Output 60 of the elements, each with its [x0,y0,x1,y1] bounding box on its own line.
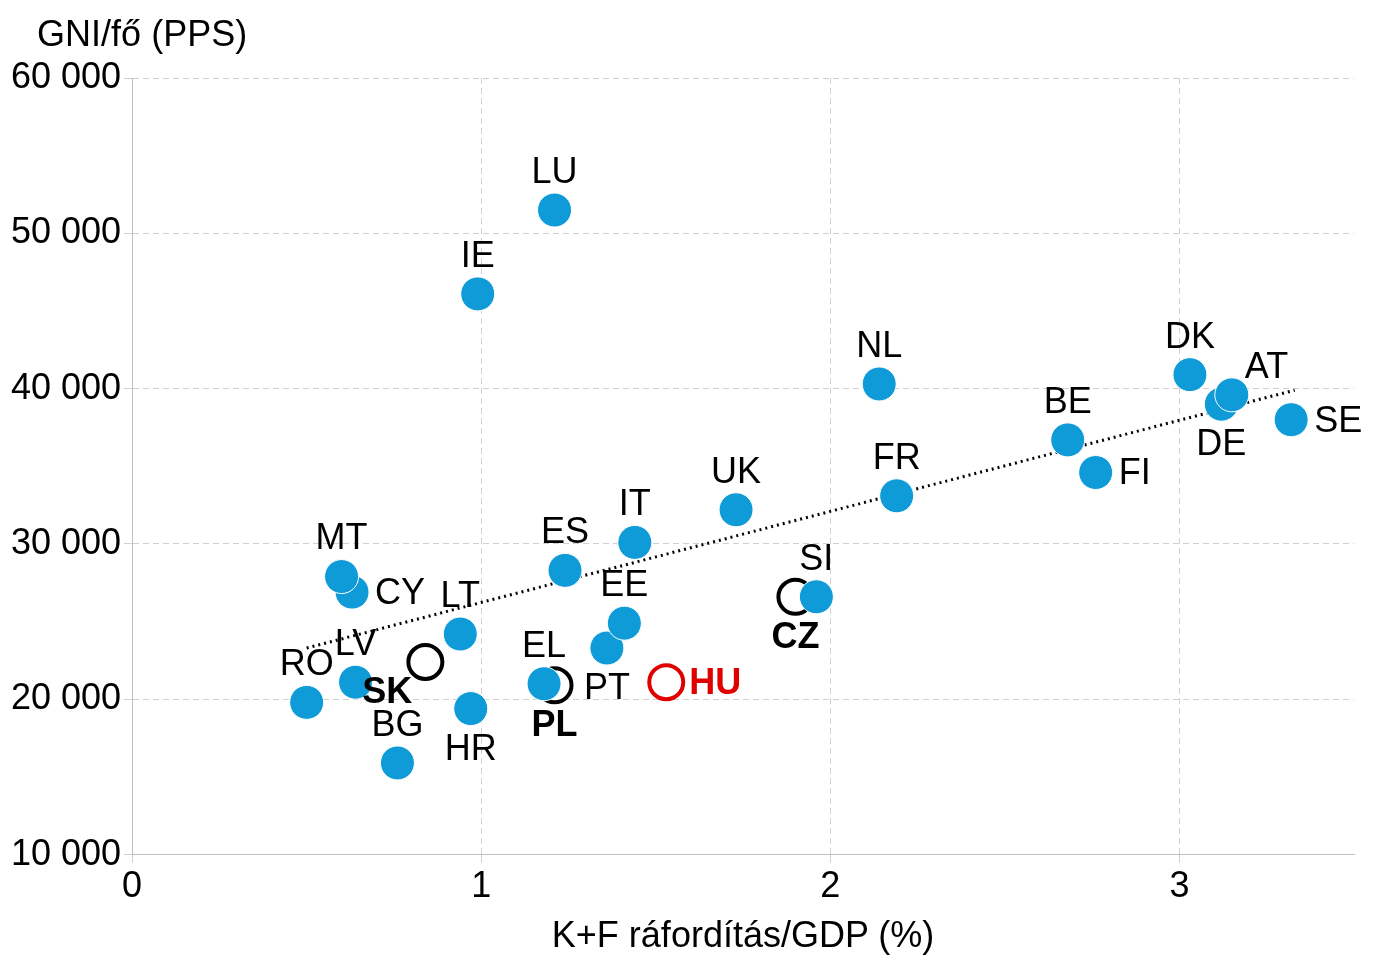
series-label: SE [1314,398,1363,440]
point [537,192,573,228]
point [1078,455,1114,491]
series-label: HR [444,726,497,768]
point [526,666,562,702]
series-label: SI [799,536,834,578]
point [798,579,834,615]
series-label: EL [522,623,567,665]
point [289,684,325,720]
x-tick-label: 3 [1169,864,1190,906]
point [547,552,583,588]
y-tick-label: 10 000 [11,831,122,873]
x-tick-label: 1 [471,864,492,906]
series-label: PL [531,703,578,745]
point [589,630,625,666]
series-label: ES [541,510,590,552]
series-label: BE [1043,379,1092,421]
y-tick-label: 30 000 [11,520,122,562]
point [718,492,754,528]
series-label: NL [856,323,903,365]
series-label: CY [375,571,426,613]
point [460,276,496,312]
series-label: MT [315,516,368,558]
point [1273,402,1309,438]
series-label: EE [600,563,649,605]
y-tick-label: 40 000 [11,365,122,407]
point [647,663,686,702]
series-label: IE [460,233,495,275]
series-label: AT [1244,344,1289,386]
point [379,745,415,781]
series-label: CZ [771,614,820,656]
series-label: LU [531,149,578,191]
y-axis-title: GNI/fő (PPS) [37,12,248,54]
series-label: RO [279,642,334,684]
x-tick-label: 0 [122,864,143,906]
point [324,559,360,595]
x-axis-title: K+F ráfordítás/GDP (%) [551,914,935,956]
y-tick-label: 60 000 [11,54,122,96]
point [442,616,478,652]
series-label: DK [1164,314,1215,356]
point [453,691,489,727]
series-label: UK [711,449,762,491]
point [1050,422,1086,458]
point [879,478,915,514]
series-label: LV [334,622,377,664]
series-label: IT [618,482,651,524]
series-label: HU [689,661,742,703]
y-tick-label: 20 000 [11,676,122,718]
series-label: FI [1118,451,1151,493]
series-label: LT [440,573,480,615]
y-tick-label: 50 000 [11,210,122,252]
x-tick-label: 2 [820,864,841,906]
point [1172,357,1208,393]
series-label: DE [1196,422,1247,464]
series-label: FR [872,435,921,477]
point [1214,377,1250,413]
point [606,605,642,641]
series-label: PT [583,665,630,707]
point [617,524,653,560]
point [861,366,897,402]
